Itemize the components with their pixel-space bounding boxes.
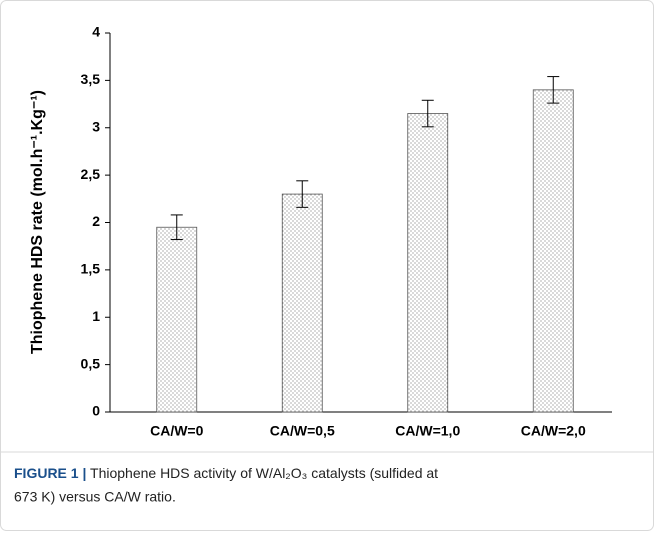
error-bar: [421, 99, 434, 128]
y-tick-label: 2: [92, 213, 100, 229]
error-bar: [296, 180, 309, 208]
y-tick-label: 1: [92, 308, 100, 324]
bar: [407, 113, 449, 413]
y-tick-label: 1,5: [81, 261, 101, 277]
caption-text: Thiophene HDS activity of W/Al₂O₃ cataly…: [90, 465, 438, 481]
y-axis-label: Thiophene HDS rate (mol.h⁻¹.Kg⁻¹): [29, 90, 46, 354]
x-tick-label: CA/W=0,5: [270, 423, 335, 439]
caption-text: 673 K) versus CA/W ratio.: [14, 489, 176, 505]
y-tick-label: 2,5: [81, 166, 101, 182]
caption-label: FIGURE 1 |: [14, 465, 86, 481]
x-tick-label: CA/W=1,0: [395, 423, 460, 439]
caption-line: FIGURE 1 | Thiophene HDS activity of W/A…: [14, 465, 438, 481]
y-tick-label: 0: [92, 403, 100, 419]
bar: [156, 226, 198, 413]
bar: [532, 89, 574, 413]
bar: [281, 193, 323, 413]
y-tick-label: 3,5: [81, 71, 101, 87]
x-tick-label: CA/W=0: [150, 423, 204, 439]
error-bar: [547, 76, 560, 104]
y-tick-label: 0,5: [81, 355, 101, 371]
x-tick-label: CA/W=2,0: [521, 423, 586, 439]
y-tick-label: 3: [92, 118, 100, 134]
error-bar: [170, 214, 183, 241]
y-tick-label: 4: [92, 24, 100, 40]
